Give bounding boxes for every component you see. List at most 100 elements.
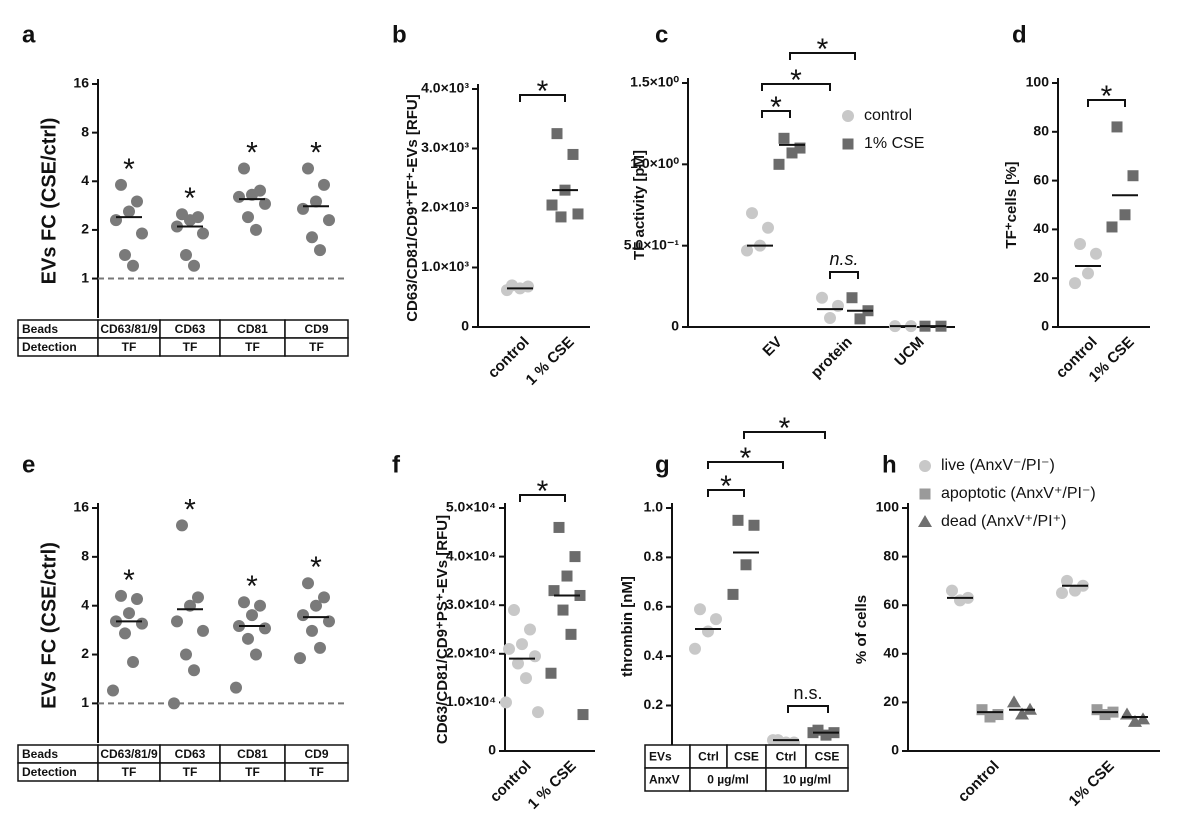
data-point [689, 642, 701, 655]
x-tick-label: 1% CSE [1066, 758, 1118, 810]
table-text: Ctrl [776, 750, 797, 764]
data-point [710, 613, 722, 626]
data-point [242, 632, 254, 645]
data-point [254, 599, 266, 612]
y-tick-label: 5.0×10⁻¹ [624, 236, 680, 252]
table-text: TF [245, 765, 260, 779]
data-point [1056, 587, 1068, 600]
significance: * [770, 91, 782, 124]
y-tick-label: 0.2 [644, 696, 664, 712]
data-point [1128, 714, 1142, 727]
data-point [171, 615, 183, 628]
data-point [572, 208, 584, 220]
table-text: TF [183, 765, 198, 779]
data-point [524, 623, 536, 636]
legend-marker [842, 138, 854, 150]
data-point [512, 657, 524, 670]
y-tick-label: 0 [488, 742, 496, 758]
x-tick-label: control [955, 758, 1003, 806]
data-point [107, 684, 119, 697]
data-point [1111, 121, 1123, 133]
data-point [1106, 221, 1118, 233]
bracket [829, 271, 859, 279]
y-tick-label: 2.0×10⁴ [446, 645, 496, 661]
y-axis-label: CD63/CD81/CD9⁺TF⁺-EVs [RFU] [404, 94, 421, 322]
data-point [127, 259, 139, 272]
data-point [314, 244, 326, 257]
y-tick-label: 60 [883, 596, 899, 612]
data-point [123, 607, 135, 620]
data-point [545, 667, 557, 679]
y-tick-label: 100 [1026, 74, 1050, 90]
y-axis-label: % of cells [853, 595, 870, 664]
data-point [741, 244, 753, 257]
data-point [1099, 709, 1111, 721]
data-point [816, 291, 828, 304]
y-tick-label: 16 [73, 75, 89, 91]
table-text: TF [122, 765, 137, 779]
y-tick-label: 2.0×10³ [421, 199, 469, 215]
table-cell [765, 767, 849, 792]
table-text: AnxV [649, 773, 680, 787]
y-axis-label: thrombin [nM] [619, 576, 636, 677]
data-point [794, 142, 806, 154]
y-tick-label: 4 [81, 596, 89, 612]
data-point [1090, 247, 1102, 260]
data-point [294, 652, 306, 665]
data-point [310, 195, 322, 208]
data-point [555, 211, 567, 223]
data-point [197, 227, 209, 240]
data-point [694, 603, 706, 616]
table-text: CD9 [304, 747, 328, 761]
x-tick-label: UCM [891, 334, 927, 370]
table-text: Ctrl [698, 750, 719, 764]
data-point [746, 207, 758, 220]
legend-marker [919, 488, 931, 500]
y-axis-label: TF activity [pM] [631, 150, 648, 260]
data-point [297, 202, 309, 215]
bracket [761, 110, 791, 118]
data-point [508, 604, 520, 617]
y-tick-label: 1.0 [644, 499, 664, 515]
bracket [761, 83, 831, 91]
significance: * [1101, 80, 1113, 113]
table-text: TF [309, 340, 324, 354]
data-point [786, 147, 798, 159]
significance: * [310, 551, 322, 584]
data-point [115, 589, 127, 602]
data-point [569, 551, 581, 563]
y-tick-label: 1.0×10⁰ [630, 155, 679, 171]
data-point [557, 604, 569, 616]
y-tick-label: 3.0×10³ [421, 139, 469, 155]
table-text: 0 µg/ml [707, 773, 749, 787]
data-point [532, 706, 544, 719]
legend-marker [842, 110, 854, 122]
bracket [707, 489, 745, 497]
bracket [1087, 99, 1126, 107]
data-point [702, 625, 714, 638]
y-tick-label: 4 [81, 172, 89, 188]
significance: * [779, 412, 791, 445]
data-point [1061, 574, 1073, 587]
x-tick-label: 1 % CSE [525, 758, 580, 813]
y-tick-label: 4.0×10⁴ [446, 547, 496, 563]
data-point [984, 711, 996, 723]
y-tick-label: 1 [81, 694, 89, 710]
data-point [1069, 584, 1081, 597]
data-point [119, 627, 131, 640]
data-point [740, 559, 752, 571]
significance: n.s. [793, 683, 822, 703]
data-point [1127, 170, 1139, 182]
y-tick-label: 0 [671, 318, 679, 334]
data-point [1136, 712, 1150, 725]
legend-marker [919, 460, 931, 472]
bracket [519, 494, 566, 502]
significance: * [184, 182, 196, 215]
y-tick-label: 60 [1033, 171, 1049, 187]
y-tick-label: 20 [883, 693, 899, 709]
bracket [787, 705, 829, 713]
table-cell [284, 337, 349, 357]
y-tick-label: 4.0×10³ [421, 80, 469, 96]
data-point [250, 223, 262, 236]
